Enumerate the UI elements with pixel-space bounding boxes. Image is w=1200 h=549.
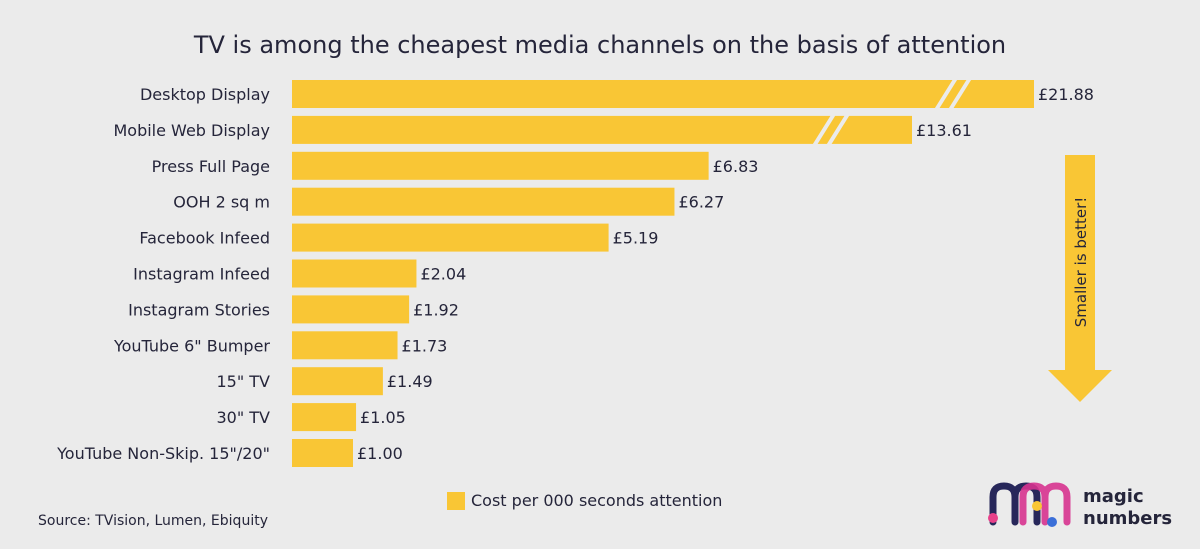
bar-3 [292,187,675,216]
logo-m-second [1019,482,1071,526]
bar-6 [292,295,410,324]
category-labels: Desktop Display Mobile Web Display Press F… [56,85,270,463]
category-label-5: Instagram Infeed [133,265,270,284]
category-label-4: Facebook Infeed [139,229,270,248]
bar-1 [292,115,912,144]
source-note: Source: TVision, Lumen, Ebiquity [38,513,268,529]
value-label-8: £1.49 [387,372,433,391]
category-label-10: YouTube Non-Skip. 15"/20" [56,444,270,463]
arrow-head [1048,370,1112,402]
category-label-2: Press Full Page [152,157,270,176]
magic-numbers-logo: magic numbers [988,482,1172,529]
bar-10 [292,439,353,467]
bar-8 [292,367,383,396]
arrow-annotation: Smaller is better! [1072,197,1090,328]
legend: Cost per 000 seconds attention [447,491,722,510]
category-label-7: YouTube 6" Bumper [113,336,270,355]
value-label-2: £6.83 [713,157,759,176]
axis-break-marks [812,76,972,147]
category-label-6: Instagram Stories [128,300,270,319]
bar-9 [292,403,357,432]
smaller-is-better-arrow: Smaller is better! [1048,155,1112,402]
axis-break-1-1 [826,112,850,147]
bar-7 [292,331,398,360]
bar-2 [292,151,709,180]
legend-label: Cost per 000 seconds attention [471,491,722,510]
axis-break-1-0 [812,112,836,147]
value-label-6: £1.92 [413,300,459,319]
category-label-8: 15" TV [216,372,270,391]
category-label-0: Desktop Display [140,85,270,104]
bars-group [292,80,1034,467]
value-label-5: £2.04 [420,265,466,284]
value-label-0: £21.88 [1038,85,1094,104]
legend-swatch [447,492,465,510]
logo-dot-blue [1047,517,1057,527]
axis-break-0-0 [934,76,958,112]
logo-m-first [989,482,1041,526]
arrow-shaft [1065,155,1095,370]
value-label-4: £5.19 [613,229,659,248]
value-label-3: £6.27 [678,193,724,212]
logo-word-magic: magic [1083,486,1144,507]
chart-title: TV is among the cheapest media channels … [193,31,1006,59]
value-label-1: £13.61 [916,121,972,140]
logo-word-numbers: numbers [1083,508,1172,529]
value-label-9: £1.05 [360,408,406,427]
bar-5 [292,259,417,288]
value-labels: £21.88 £13.61 £6.83 £6.27 £5.19 £2.04 £1.92 £1.… [357,85,1094,463]
logo-dot-yellow [1032,501,1042,511]
category-label-3: OOH 2 sq m [173,193,270,212]
category-label-1: Mobile Web Display [113,121,270,140]
value-label-10: £1.00 [357,444,403,463]
value-label-7: £1.73 [402,336,448,355]
bar-4 [292,223,609,252]
axis-break-0-1 [948,76,972,112]
logo-dot-pink [988,513,998,523]
category-label-9: 30" TV [216,408,270,427]
bar-0 [292,80,1034,108]
